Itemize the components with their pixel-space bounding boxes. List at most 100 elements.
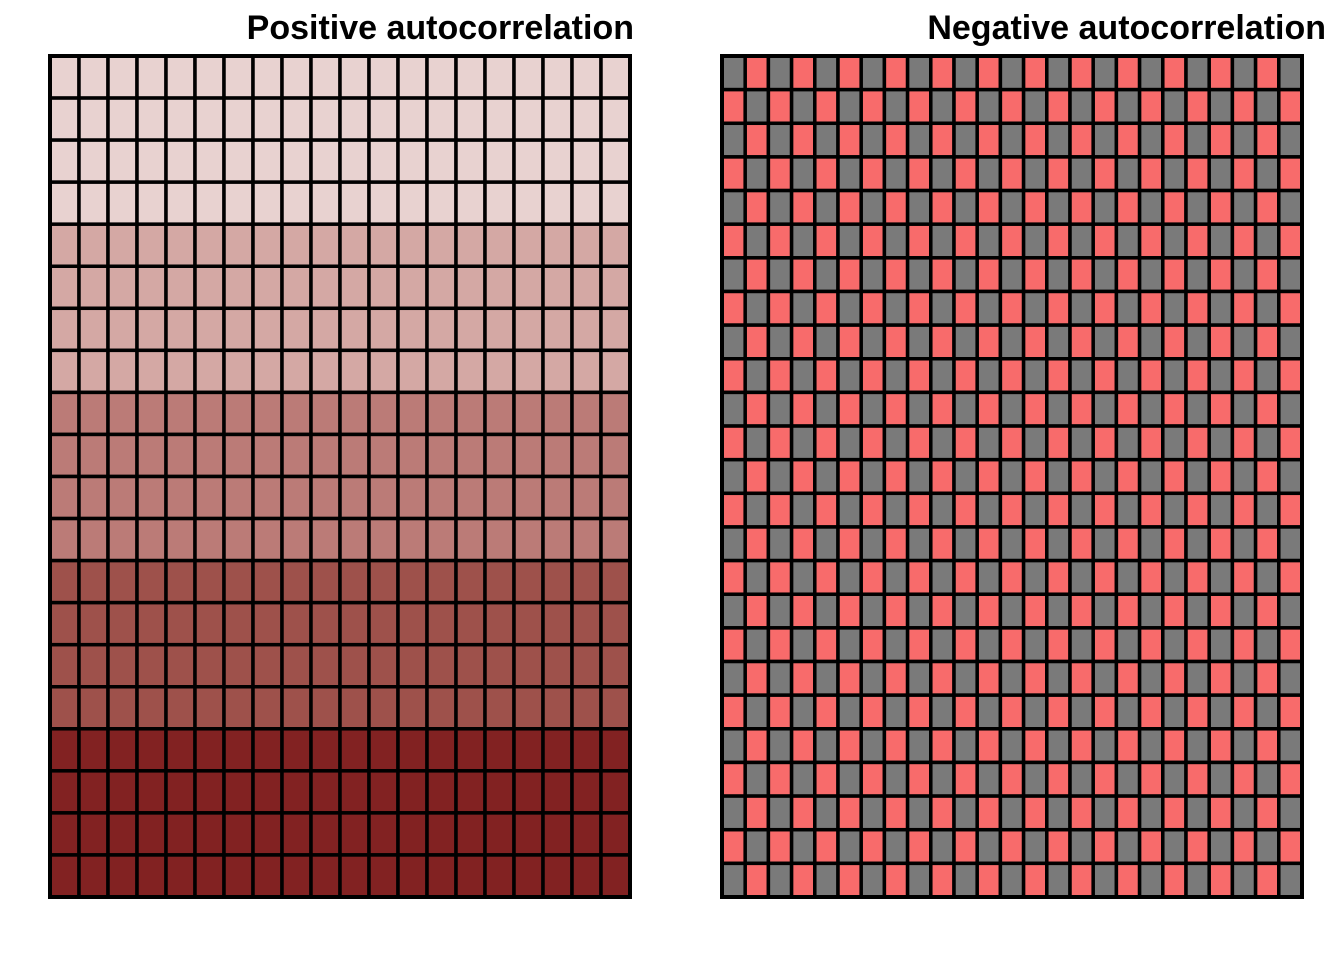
grid-cell xyxy=(789,491,817,529)
grid-cell xyxy=(280,222,313,268)
grid-cell xyxy=(1161,54,1188,92)
grid-cell xyxy=(789,827,817,866)
grid-cell xyxy=(789,155,817,193)
grid-cell xyxy=(859,491,887,529)
grid-cell xyxy=(1045,525,1072,563)
grid-cell xyxy=(1230,861,1258,899)
grid-cell xyxy=(425,474,458,521)
grid-cell xyxy=(1021,87,1049,126)
grid-cell xyxy=(952,827,979,866)
grid-cell xyxy=(929,693,956,731)
grid-cell xyxy=(135,474,168,521)
grid-cell xyxy=(813,626,840,664)
grid-cell xyxy=(1207,727,1235,765)
grid-cell xyxy=(106,811,139,857)
grid-cell xyxy=(1091,222,1119,260)
grid-cell xyxy=(1253,457,1281,496)
grid-cell xyxy=(1114,155,1142,193)
grid-cell xyxy=(512,138,545,184)
grid-cell xyxy=(720,794,747,832)
grid-cell xyxy=(106,642,139,689)
grid-cell xyxy=(425,306,458,353)
grid-cell xyxy=(48,96,81,142)
grid-cell xyxy=(77,306,110,353)
grid-cell xyxy=(396,96,429,142)
grid-cell xyxy=(1253,827,1281,866)
grid-cell xyxy=(425,769,458,815)
grid-cell xyxy=(975,357,1003,395)
grid-cell xyxy=(882,256,910,294)
grid-cell xyxy=(1207,827,1235,866)
grid-cell xyxy=(766,727,794,765)
grid-cell xyxy=(905,87,933,126)
grid-cell xyxy=(135,432,168,479)
grid-cell xyxy=(48,769,81,815)
grid-cell xyxy=(836,54,863,92)
grid-cell xyxy=(541,180,574,226)
grid-cell xyxy=(882,592,910,630)
grid-cell xyxy=(512,222,545,268)
grid-cell xyxy=(720,491,747,529)
grid-cell xyxy=(1137,760,1165,798)
grid-cell xyxy=(338,432,371,479)
grid-cell xyxy=(1230,491,1258,529)
grid-cell xyxy=(1091,794,1119,832)
grid-cell xyxy=(77,222,110,268)
grid-cell xyxy=(251,769,284,815)
grid-cell xyxy=(280,432,313,479)
grid-cell xyxy=(813,54,840,92)
grid-cell xyxy=(193,600,226,647)
grid-cell xyxy=(929,659,956,697)
grid-cell xyxy=(1184,222,1211,260)
grid-cell xyxy=(1277,861,1304,899)
grid-cell xyxy=(512,642,545,689)
grid-cell xyxy=(882,491,910,529)
grid-cell xyxy=(720,457,747,496)
grid-cell xyxy=(135,600,168,647)
grid-cell xyxy=(1068,457,1095,496)
grid-cell xyxy=(1253,424,1281,462)
grid-cell xyxy=(193,516,226,563)
grid-cell xyxy=(367,222,400,268)
grid-cell xyxy=(720,357,747,395)
grid-cell xyxy=(1021,188,1049,226)
grid-cell xyxy=(1277,424,1304,462)
grid-cell xyxy=(48,474,81,521)
grid-cell xyxy=(1277,222,1304,260)
grid-cell xyxy=(541,769,574,815)
grid-cell xyxy=(367,348,400,395)
grid-cell xyxy=(859,87,887,126)
grid-cell xyxy=(766,794,794,832)
grid-cell xyxy=(905,727,933,765)
grid-cell xyxy=(1161,155,1188,193)
grid-cell xyxy=(454,474,487,521)
grid-cell xyxy=(1045,424,1072,462)
grid-cell xyxy=(1277,121,1304,159)
grid-cell xyxy=(1068,188,1095,226)
grid-cell xyxy=(1021,861,1049,899)
grid-cell xyxy=(720,323,747,361)
grid-cell xyxy=(1021,827,1049,866)
grid-cell xyxy=(512,685,545,731)
grid-cell xyxy=(541,474,574,521)
grid-cell xyxy=(483,54,516,100)
grid-cell xyxy=(1091,256,1119,294)
grid-cell xyxy=(975,155,1003,193)
grid-cell xyxy=(1068,827,1095,866)
grid-cell xyxy=(836,256,863,294)
grid-cell xyxy=(813,794,840,832)
grid-cell xyxy=(599,306,632,353)
grid-cell xyxy=(1207,760,1235,798)
grid-cell xyxy=(1045,626,1072,664)
grid-cell xyxy=(1253,727,1281,765)
grid-cell xyxy=(396,769,429,815)
grid-cell xyxy=(743,760,771,798)
grid-cell xyxy=(77,811,110,857)
grid-cell xyxy=(1184,659,1211,697)
grid-cell xyxy=(743,727,771,765)
grid-cell xyxy=(1253,289,1281,327)
grid-cell xyxy=(1137,323,1165,361)
grid-cell xyxy=(164,516,197,563)
grid-cell xyxy=(454,96,487,142)
grid-cell xyxy=(1137,155,1165,193)
